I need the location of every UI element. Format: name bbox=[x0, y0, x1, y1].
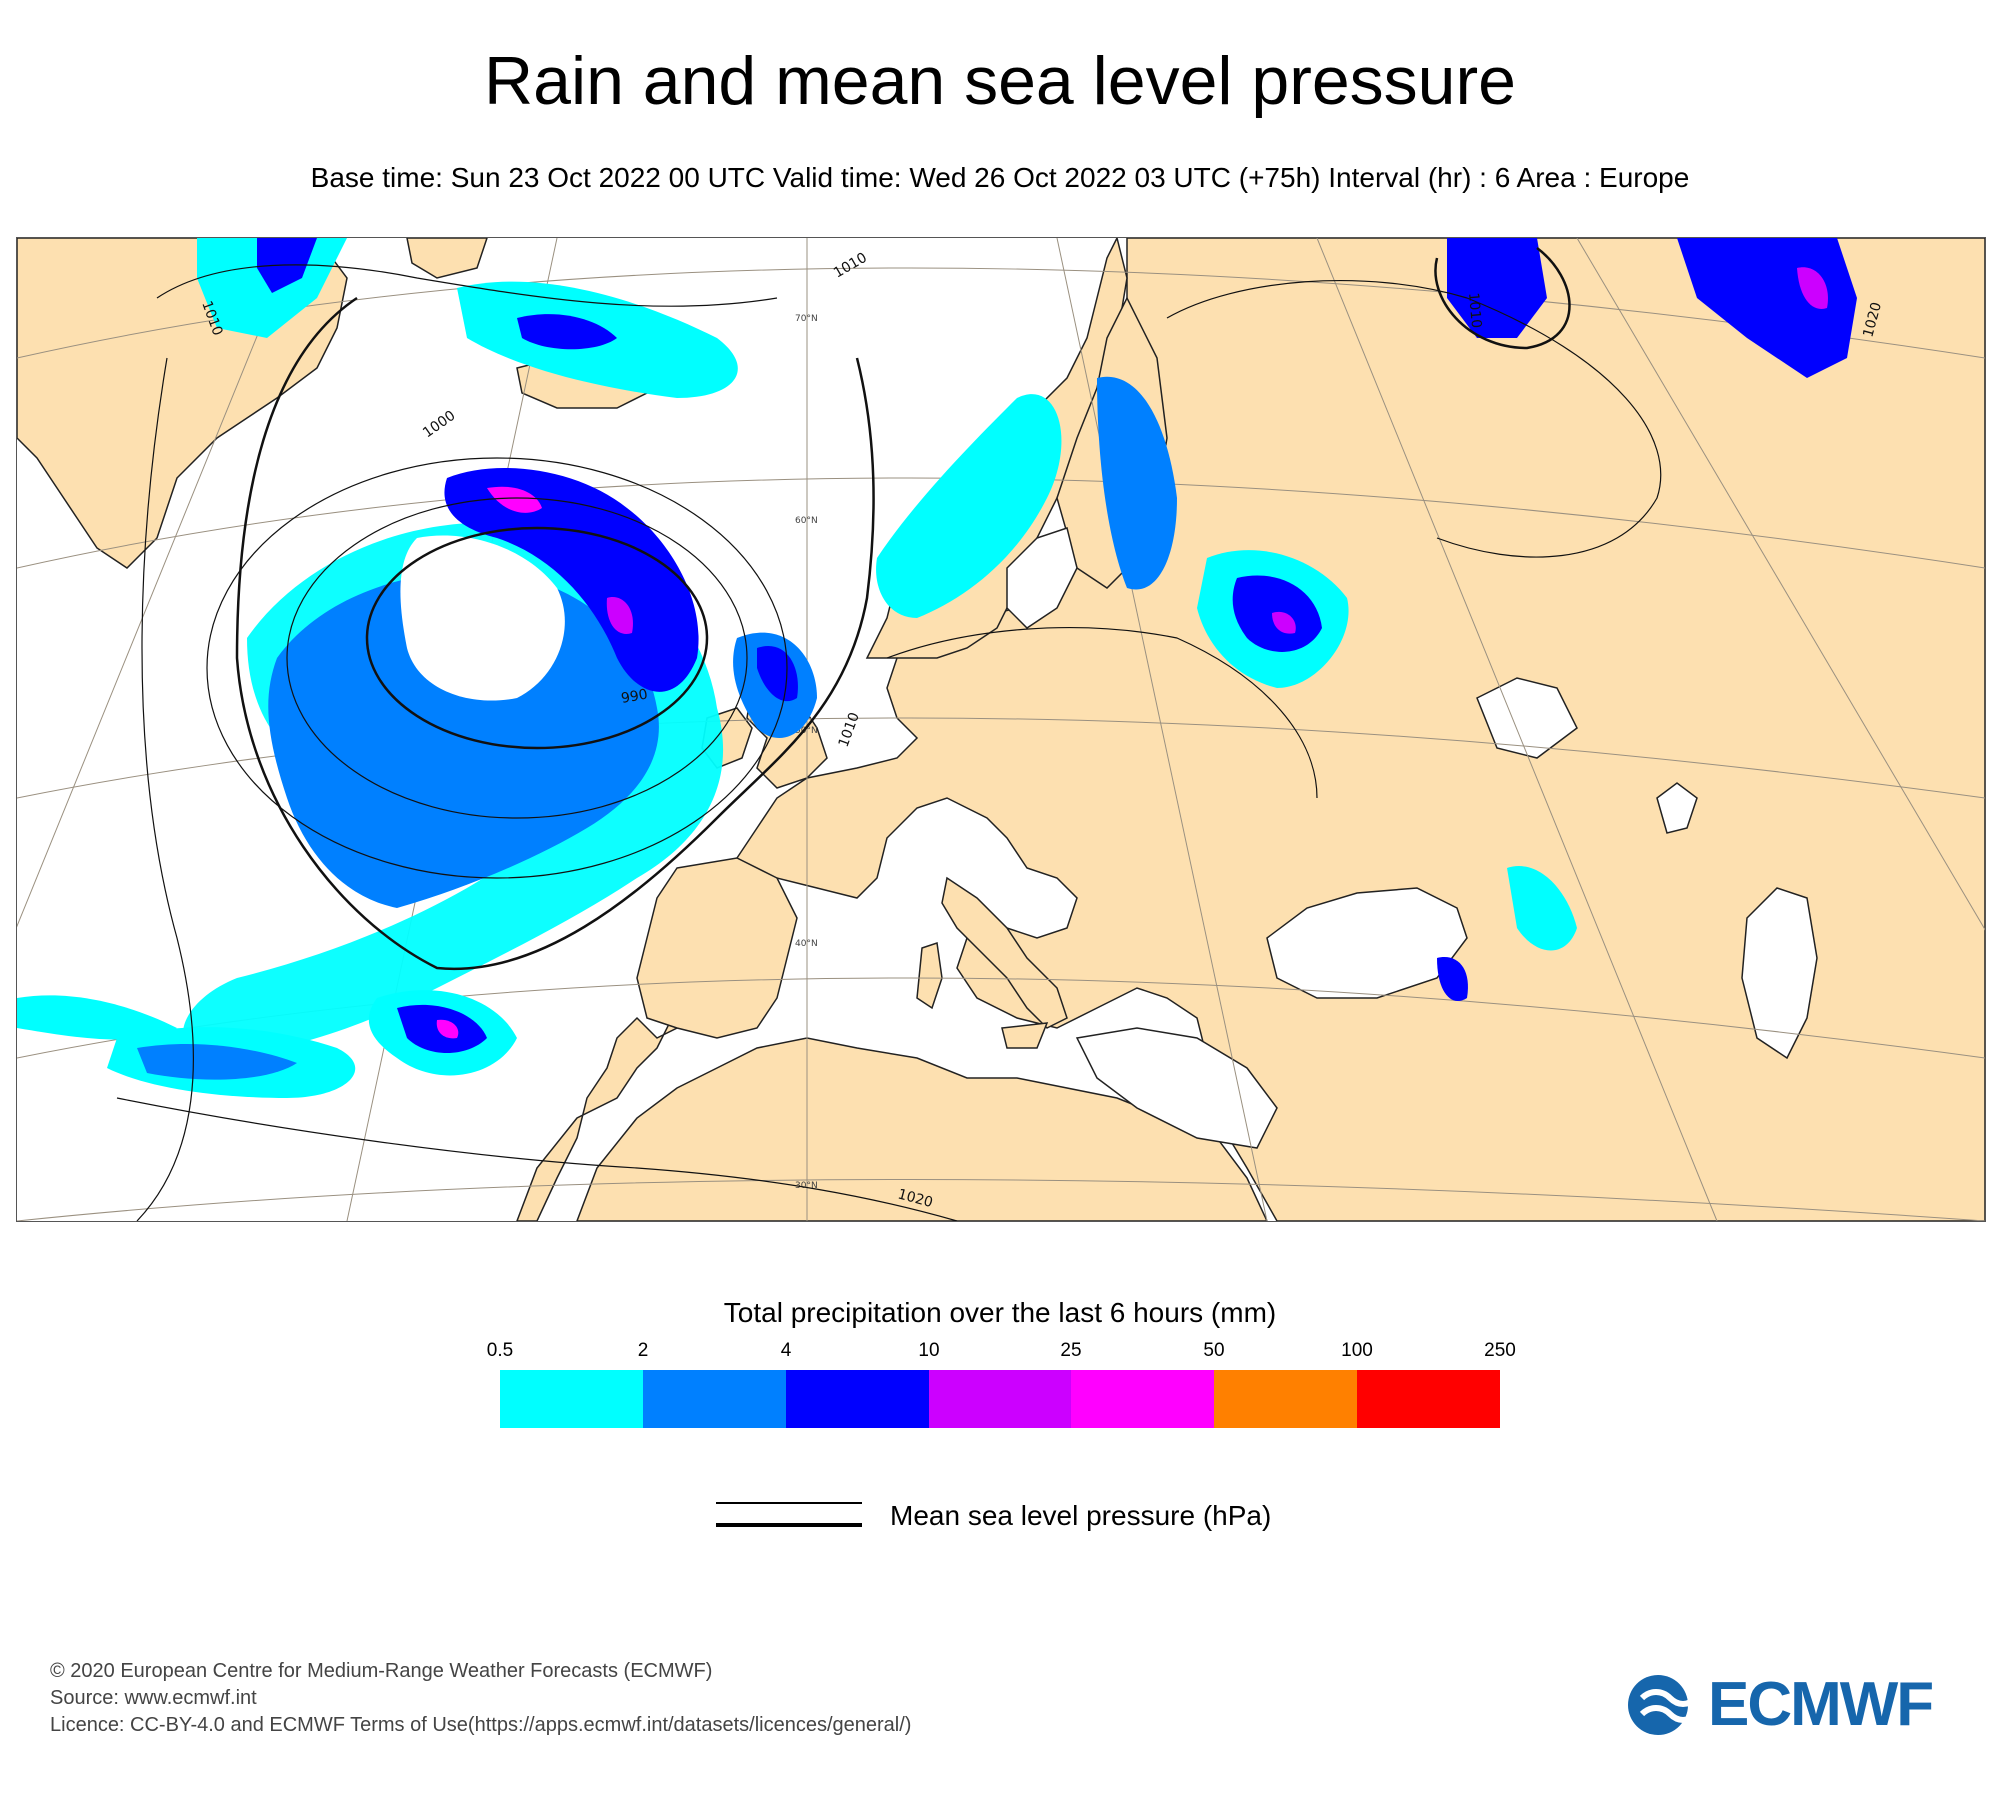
precip-core-violet bbox=[606, 597, 633, 634]
precip-russia-ne-core bbox=[1797, 267, 1828, 309]
colorbar-tick: 250 bbox=[1484, 1340, 1516, 1361]
ecmwf-logo-icon bbox=[1628, 1675, 1699, 1735]
precip-band-heavy bbox=[444, 468, 699, 692]
isobar-label-1010-russia: 1010 bbox=[1465, 292, 1484, 329]
ecmwf-logo-text: ECMWF bbox=[1708, 1670, 1934, 1739]
europe-map: 70°N 60°N 50°N 40°N 30°N bbox=[17, 238, 1985, 1221]
colorbar-swatch bbox=[642, 1370, 786, 1428]
colorbar-swatch bbox=[785, 1370, 929, 1428]
chart-subtitle: Base time: Sun 23 Oct 2022 00 UTC Valid … bbox=[310, 162, 1690, 193]
precip-scandinavia-mid bbox=[1097, 376, 1177, 590]
lat-label-70: 70°N bbox=[795, 314, 818, 324]
precip-iceland-heavy bbox=[517, 314, 617, 350]
precip-band-mid bbox=[268, 571, 659, 908]
isobar-1020-russia bbox=[1166, 279, 1662, 558]
precip-scandinavia bbox=[876, 394, 1062, 618]
colorbar-swatch bbox=[1214, 1370, 1358, 1428]
lat-label-30: 30°N bbox=[795, 1181, 818, 1191]
isobar-1000 bbox=[206, 457, 788, 879]
source-text: Source: www.ecmwf.int bbox=[50, 1687, 257, 1709]
precip-tail-3 bbox=[17, 995, 177, 1040]
isobar-1020-south bbox=[116, 1097, 958, 1221]
lat-labels: 70°N 60°N 50°N 40°N 30°N bbox=[795, 314, 818, 1191]
land-north-africa bbox=[576, 1037, 1268, 1221]
isobar-1015-west bbox=[136, 357, 194, 1221]
mediterranean-east bbox=[1075, 1027, 1278, 1149]
copyright-text: © 2020 European Centre for Medium-Range … bbox=[50, 1660, 713, 1682]
isobar-1010-east bbox=[886, 627, 1318, 799]
isobar-1010-russia bbox=[1434, 247, 1571, 350]
precip-levant bbox=[1437, 957, 1468, 1002]
colorbar-swatch bbox=[1071, 1370, 1215, 1428]
precipitation-legend-title: Total precipitation over the last 6 hour… bbox=[723, 1297, 1277, 1328]
land-sardinia bbox=[916, 942, 943, 1010]
precip-east-europe-core bbox=[1272, 611, 1296, 634]
isobars bbox=[116, 247, 1662, 1221]
colorbar-tick: 100 bbox=[1341, 1340, 1373, 1361]
land-italy bbox=[941, 876, 1068, 1029]
colorbar-swatch bbox=[1357, 1370, 1501, 1428]
land-sicily bbox=[1001, 1022, 1049, 1049]
colorbar-swatch bbox=[500, 1370, 643, 1428]
isobar-1010-main bbox=[235, 296, 875, 971]
map-panel[interactable]: 70°N 60°N 50°N 40°N 30°N bbox=[16, 237, 1986, 1222]
isobar-label-990: 990 bbox=[620, 687, 649, 707]
ecmwf-logo: ECMWF bbox=[1620, 1670, 1950, 1740]
lat-label-40: 40°N bbox=[795, 939, 818, 949]
precip-clear-center bbox=[400, 535, 565, 701]
isobar-labels: 1010 1010 1000 990 1010 1010 1020 1020 bbox=[198, 250, 1885, 1211]
colorbar-tick: 10 bbox=[918, 1340, 940, 1361]
isobar-990 bbox=[365, 526, 709, 750]
pressure-legend-label: Mean sea level pressure (hPa) bbox=[890, 1500, 1272, 1531]
colorbar-tick: 2 bbox=[637, 1340, 649, 1361]
inland-seas bbox=[1006, 527, 1818, 1149]
precipitation-colorbar bbox=[500, 1370, 1501, 1428]
isobar-1010-north bbox=[156, 264, 778, 307]
black-sea bbox=[1266, 887, 1468, 999]
pressure-line-thin bbox=[716, 1502, 862, 1504]
colorbar-tick: 50 bbox=[1203, 1340, 1225, 1361]
colorbar-swatch bbox=[928, 1370, 1072, 1428]
lat-label-60: 60°N bbox=[795, 516, 818, 526]
land-iberia bbox=[636, 857, 798, 1039]
lat-label-50: 50°N bbox=[795, 726, 818, 736]
colorbar-ticks: 0.5 2 4 10 25 50 100 250 bbox=[487, 1340, 1516, 1362]
precip-russia-nw bbox=[1447, 238, 1547, 338]
colorbar-tick: 25 bbox=[1060, 1340, 1082, 1361]
colorbar-tick: 0.5 bbox=[486, 1340, 514, 1361]
precip-uk-heavy bbox=[757, 646, 798, 702]
baltic-sea bbox=[1006, 527, 1078, 629]
white-sea bbox=[1476, 677, 1578, 759]
isobar-995 bbox=[286, 497, 748, 819]
licence-text: Licence: CC-BY-4.0 and ECMWF Terms of Us… bbox=[50, 1714, 912, 1736]
precip-core-magenta bbox=[487, 486, 542, 513]
land-svalbard bbox=[406, 238, 488, 279]
chart-title: Rain and mean sea level pressure bbox=[484, 43, 1516, 119]
footer-credits: © 2020 European Centre for Medium-Range … bbox=[50, 1658, 911, 1739]
pressure-legend-lines bbox=[716, 1498, 862, 1528]
pressure-line-thick bbox=[716, 1523, 862, 1527]
precip-tail-2 bbox=[137, 1043, 297, 1080]
precip-middle-east bbox=[1507, 866, 1577, 951]
precip-tail-4-mag bbox=[436, 1019, 459, 1039]
colorbar-tick: 4 bbox=[780, 1340, 792, 1361]
caspian-sea bbox=[1741, 887, 1818, 1060]
aral-sea bbox=[1656, 782, 1698, 834]
